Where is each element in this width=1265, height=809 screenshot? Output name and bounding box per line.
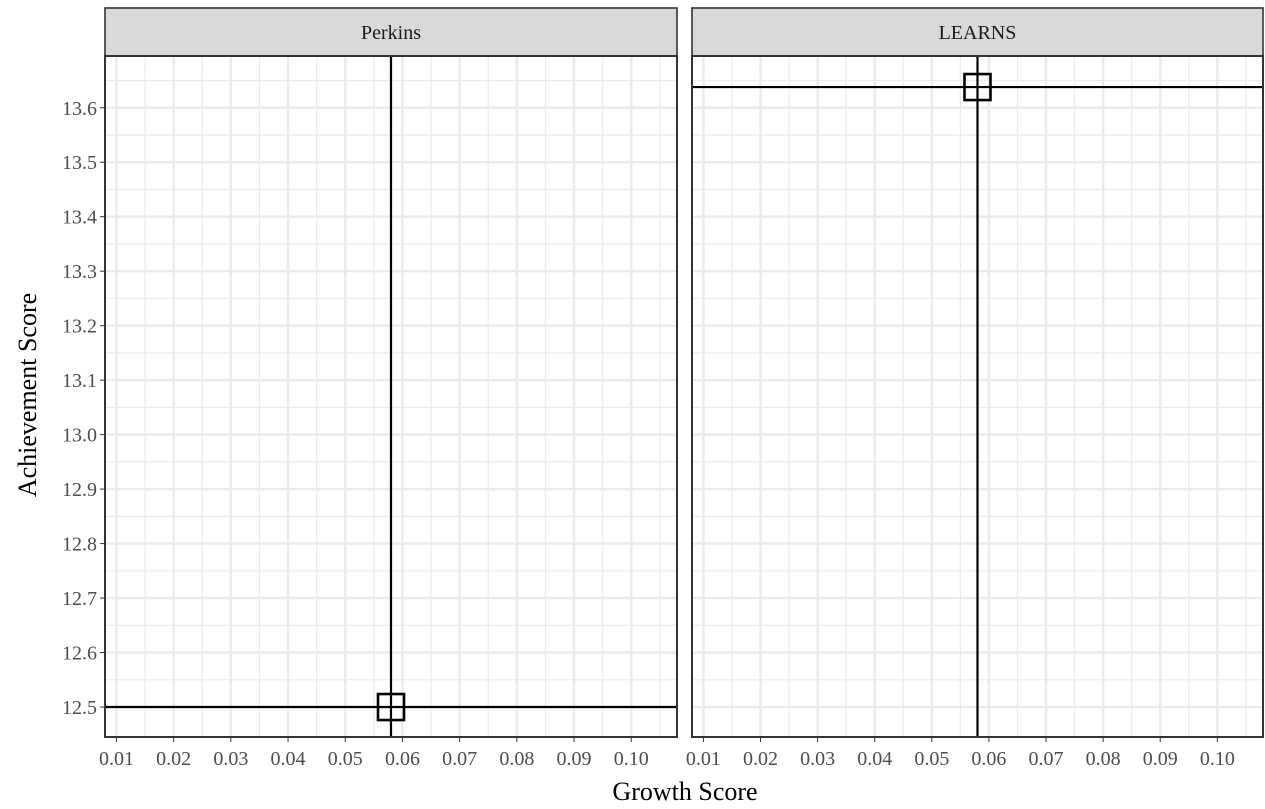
x-tick-label: 0.08 <box>499 748 534 770</box>
y-tick-label: 13.6 <box>62 98 97 120</box>
x-tick-label: 0.05 <box>914 748 949 770</box>
y-tick-label: 13.1 <box>62 370 97 392</box>
y-tick-label: 13.4 <box>62 207 97 229</box>
x-tick-label: 0.04 <box>857 748 892 770</box>
x-tick-label: 0.07 <box>442 748 477 770</box>
x-tick-label: 0.08 <box>1086 748 1121 770</box>
data-point-marker <box>376 692 406 722</box>
x-tick-label: 0.10 <box>1200 748 1235 770</box>
y-tick-label: 13.0 <box>62 425 97 447</box>
y-tick-label: 13.5 <box>62 152 97 174</box>
y-tick-label: 12.5 <box>62 697 97 719</box>
plot-area <box>692 56 1263 737</box>
x-tick-label: 0.05 <box>328 748 363 770</box>
x-tick-label: 0.01 <box>686 748 721 770</box>
x-tick-label: 0.04 <box>271 748 306 770</box>
y-axis: 12.5 12.6 12.7 12.8 12.9 13.0 13.1 13.2 13.3 13.4… <box>62 98 105 719</box>
x-tick-label: 0.09 <box>557 748 592 770</box>
x-tick-label: 0.01 <box>99 748 134 770</box>
x-tick-label: 0.06 <box>385 748 420 770</box>
x-tick-label: 0.07 <box>1029 748 1064 770</box>
facet-strip <box>104 7 678 57</box>
y-tick-label: 12.7 <box>62 588 97 610</box>
x-tick-label: 0.03 <box>800 748 835 770</box>
x-tick-label: 0.02 <box>156 748 191 770</box>
panel-perkins: Perkins 0.01 0.02 0.03 0.04 0.05 0.06 0.07 0.08 0… <box>99 7 678 770</box>
x-tick-label: 0.10 <box>614 748 649 770</box>
x-tick-label: 0.06 <box>971 748 1006 770</box>
y-tick-label: 12.6 <box>62 643 97 665</box>
facet-strip-label: LEARNS <box>939 22 1017 44</box>
panels-group: 12.5 12.6 12.7 12.8 12.9 13.0 13.1 13.2 13.3 13.4… <box>62 7 1264 770</box>
x-tick-label: 0.02 <box>743 748 778 770</box>
x-tick-label: 0.09 <box>1143 748 1178 770</box>
y-tick-label: 13.3 <box>62 261 97 283</box>
panel-border <box>691 55 1264 738</box>
y-tick-label: 12.8 <box>62 534 97 556</box>
panel-learns: LEARNS 0.01 0.02 0.03 0.04 0.05 0.06 0.07 0.08 0.… <box>686 7 1264 770</box>
x-axis-title: Growth Score <box>612 777 757 806</box>
plot-area <box>105 56 677 737</box>
x-tick-label: 0.03 <box>213 748 248 770</box>
facet-strip-label: Perkins <box>361 22 421 44</box>
y-tick-label: 12.9 <box>62 479 97 501</box>
facet-strip <box>691 7 1264 57</box>
panel-border <box>104 55 678 738</box>
y-axis-title: Achievement Score <box>13 293 42 497</box>
y-tick-label: 13.2 <box>62 316 97 338</box>
data-point-marker <box>963 72 992 102</box>
